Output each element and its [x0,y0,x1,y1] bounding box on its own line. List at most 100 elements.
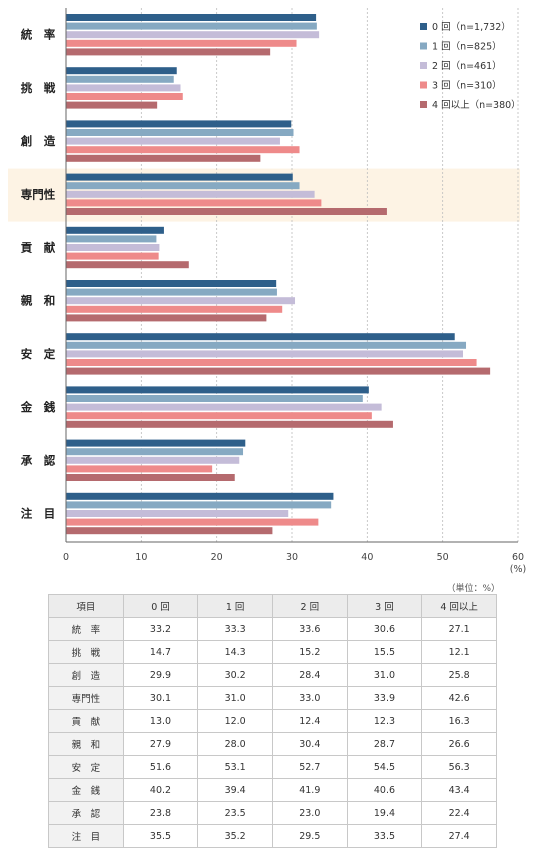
bar [66,305,283,313]
bar [66,146,300,154]
table-cell: 33.3 [197,617,273,641]
table-cell: 12.3 [346,709,423,733]
bar [66,67,177,75]
bar [66,448,244,456]
table-header-cell: 0 回 [122,594,199,618]
table-cell: 13.0 [122,709,199,733]
bar [66,93,183,100]
category-label: 創 造 [20,134,56,148]
table-cell: 54.5 [346,755,423,779]
table-cell: 28.0 [197,732,273,756]
table-cell: 28.7 [346,732,423,756]
bar [66,154,261,162]
bar [66,367,491,375]
table-cell: 30.4 [271,732,348,756]
bar [66,39,297,47]
bar [66,333,455,341]
table-row: 安 定 51.6 53.1 52.7 54.5 56.3 [48,755,497,779]
table-row: 統 率 33.2 33.3 33.6 30.6 27.1 [48,617,497,641]
table-cell: 42.6 [421,686,497,710]
category-label: 親 和 [21,294,56,308]
legend-entry: 3 回（n=310） [432,80,502,92]
table-cell: 29.5 [271,824,348,848]
table-cell: 35.5 [122,824,199,848]
bar [66,75,174,83]
table-cell: 51.6 [122,755,199,779]
bar [66,22,317,30]
bar [66,208,387,215]
table-cell: 33.6 [271,617,348,641]
bar [66,235,157,243]
category-label: 安 定 [21,347,56,361]
table-cell: 25.8 [421,663,497,687]
bar [66,190,315,198]
table-cell: 12.1 [421,640,497,664]
x-tick-label: 0 [63,552,69,563]
bar [66,359,477,366]
bar [66,226,164,234]
table-cell: 31.0 [346,663,423,687]
x-tick-label: 10 [135,552,147,563]
table-cell: 27.1 [421,617,497,641]
bar [66,314,267,322]
table-cell: 43.4 [421,778,497,802]
bar [66,252,159,260]
legend-entry: 2 回（n=461） [432,60,502,72]
category-label: 承 認 [20,453,56,467]
category-label: 挑 戦 [21,81,56,95]
bar [66,510,289,517]
row-label: 創 造 [48,663,124,687]
bar [66,395,363,402]
x-tick-label: 50 [437,552,449,563]
legend-swatch [420,101,427,108]
table-cell: 39.4 [197,778,273,802]
row-label: 挑 戦 [48,640,124,664]
table-cell: 28.4 [271,663,348,687]
category-label: 専門性 [21,187,56,201]
bar [66,14,317,21]
bar [66,244,160,251]
table-cell: 12.0 [197,709,273,733]
bar [66,386,369,394]
table-cell: 23.0 [271,801,348,825]
row-label: 承 認 [48,801,124,825]
table-cell: 19.4 [346,801,423,825]
bar [66,341,467,349]
table-cell: 15.2 [271,640,348,664]
table-cell: 30.2 [197,663,273,687]
table-row: 承 認 23.8 23.5 23.0 19.4 22.4 [48,801,497,825]
x-tick-label: 20 [211,552,223,563]
table-cell: 33.0 [271,686,348,710]
table-cell: 29.9 [122,663,199,687]
table-header-cell: 3 回 [346,594,423,618]
table-cell: 16.3 [421,709,497,733]
table-cell: 33.5 [346,824,423,848]
unit-note: （単位：%） [446,584,500,594]
bar [66,420,393,428]
category-label: 注 目 [21,507,56,521]
legend-entry: 1 回（n=825） [432,41,502,53]
category-label: 統 率 [21,28,56,42]
bar [66,120,292,128]
bar [66,280,277,287]
bar [66,129,294,136]
row-label: 安 定 [48,755,124,779]
bar [66,173,293,181]
table-header-cell: 項目 [48,594,124,618]
bar [66,137,280,145]
table-cell: 33.2 [122,617,199,641]
x-unit-label: (%) [510,564,526,575]
legend-swatch [420,42,427,50]
bar [66,261,189,269]
table-cell: 33.9 [346,686,423,710]
table-cell: 23.8 [122,801,199,825]
bar [66,288,277,296]
table-header-cell: 2 回 [271,594,348,618]
table-cell: 52.7 [271,755,348,779]
bar [66,501,332,509]
table-cell: 53.1 [197,755,273,779]
bar [66,297,296,305]
bar [66,84,181,92]
table-row: 金 銭 40.2 39.4 41.9 40.6 43.4 [48,778,497,802]
